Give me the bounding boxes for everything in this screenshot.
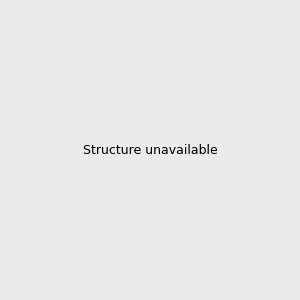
Text: Structure unavailable: Structure unavailable: [82, 143, 218, 157]
